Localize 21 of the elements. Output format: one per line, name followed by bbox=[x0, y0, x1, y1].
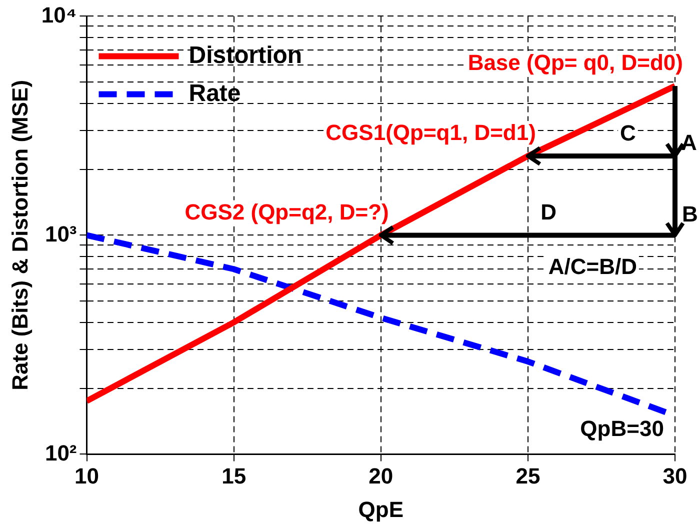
y-tick-label: 10³ bbox=[44, 221, 77, 246]
legend-label: Rate bbox=[188, 80, 241, 107]
annotation: QpB=30 bbox=[580, 416, 664, 442]
x-tick-label: 15 bbox=[222, 463, 246, 488]
annotation: CGS1(Qp=q1, D=d1) bbox=[326, 120, 536, 146]
legend-label: Distortion bbox=[188, 42, 302, 69]
annotation: CGS2 (Qp=q2, D=?) bbox=[184, 199, 389, 224]
x-tick-label: 30 bbox=[662, 463, 688, 488]
annotation: D bbox=[540, 199, 556, 224]
x-tick-label: 20 bbox=[368, 463, 394, 488]
x-tick-label: 25 bbox=[516, 463, 540, 488]
y-axis-title: Rate (Bits) & Distortion (MSE) bbox=[7, 80, 32, 390]
annotation: A/C=B/D bbox=[548, 254, 637, 280]
annotation: A bbox=[681, 130, 697, 156]
annotation: C bbox=[620, 120, 636, 146]
x-tick-label: 10 bbox=[74, 463, 99, 488]
y-tick-label: 10⁴ bbox=[41, 2, 77, 28]
x-axis-title: QpE bbox=[358, 496, 404, 522]
annotation: Base (Qp= q0, D=d0) bbox=[468, 50, 683, 76]
y-tick-label: 10² bbox=[44, 440, 77, 466]
text: B bbox=[682, 202, 698, 227]
